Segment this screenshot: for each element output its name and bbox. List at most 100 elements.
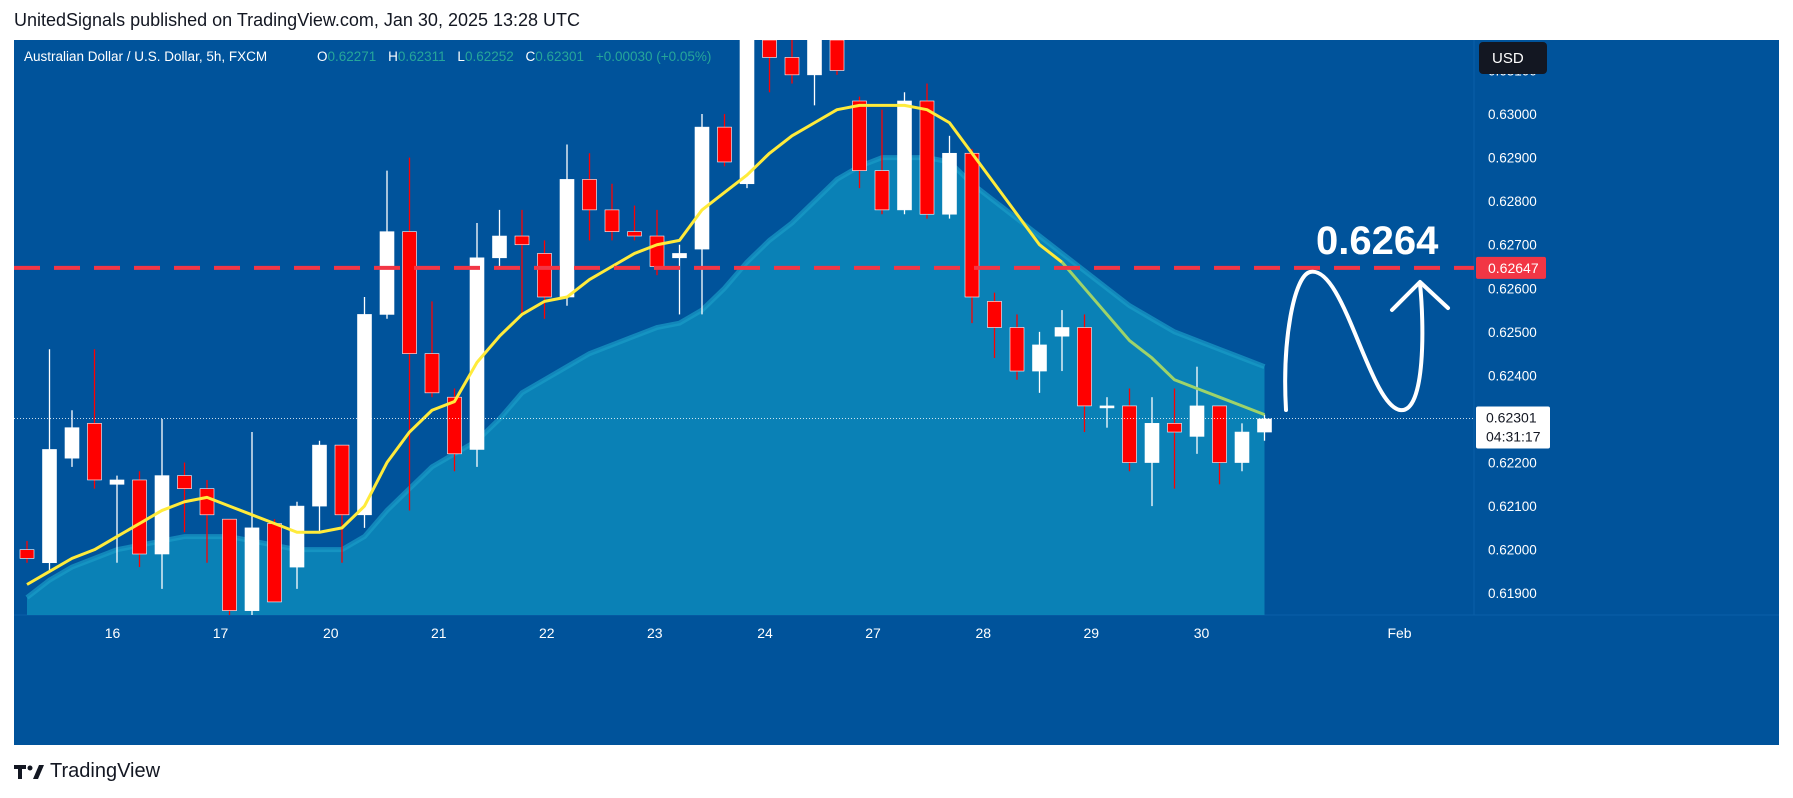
candle-body bbox=[987, 301, 1002, 328]
candle-body bbox=[424, 353, 440, 394]
candle-body bbox=[717, 126, 732, 163]
candle-body bbox=[1032, 344, 1047, 372]
footer-logo[interactable]: TradingView bbox=[14, 760, 160, 783]
candle-body bbox=[469, 257, 485, 450]
legend-symbol: Australian Dollar / U.S. Dollar, 5h, FXC… bbox=[24, 49, 267, 64]
svg-text:04:31:17: 04:31:17 bbox=[1486, 429, 1541, 445]
target-price-badge: 0.62647 bbox=[1476, 256, 1546, 279]
svg-text:USD: USD bbox=[1492, 50, 1524, 67]
candle-body bbox=[199, 488, 215, 516]
time-tick-label: 17 bbox=[213, 625, 229, 641]
svg-text:0.62647: 0.62647 bbox=[1488, 260, 1539, 276]
candle-body bbox=[627, 231, 642, 237]
ema-line-late bbox=[1060, 261, 1266, 417]
candle-body bbox=[1099, 405, 1115, 409]
candle-body bbox=[964, 152, 980, 298]
candle-body bbox=[379, 231, 395, 315]
candle-body bbox=[1077, 327, 1092, 407]
price-axis[interactable]: 0.61900 0.62000 0.62100 0.62200 0.62400 0.625… bbox=[1488, 63, 1537, 601]
candle-body bbox=[42, 449, 57, 564]
candle-body bbox=[604, 209, 620, 232]
candle-body bbox=[1234, 431, 1250, 463]
candle-body bbox=[334, 444, 350, 516]
time-tick-label: 20 bbox=[323, 625, 339, 641]
candle-body bbox=[492, 235, 507, 259]
candle-body bbox=[942, 152, 957, 215]
candle-body bbox=[289, 505, 305, 568]
candle-body bbox=[87, 423, 102, 481]
candle-body bbox=[357, 314, 372, 516]
price-tick-label: 0.62100 bbox=[1488, 499, 1537, 514]
candle-body bbox=[1054, 327, 1070, 337]
candle-body bbox=[64, 427, 80, 459]
price-tick-label: 0.62000 bbox=[1488, 543, 1537, 558]
candle-body bbox=[1212, 405, 1227, 463]
time-tick-label: 29 bbox=[1083, 625, 1099, 641]
ema-line bbox=[26, 103, 1063, 586]
candle-body bbox=[447, 396, 462, 455]
price-tick-label: 0.62900 bbox=[1488, 151, 1537, 166]
candle-body bbox=[244, 527, 260, 611]
price-tick-label: 0.62200 bbox=[1488, 456, 1537, 471]
candle-body bbox=[1009, 327, 1025, 372]
candle-body bbox=[694, 126, 710, 250]
candle-body bbox=[312, 444, 327, 507]
candle-body bbox=[874, 170, 890, 211]
candlestick-chart[interactable]: 0.61900 0.62000 0.62100 0.62200 0.62400 0.625… bbox=[14, 35, 1779, 745]
candle-body bbox=[897, 100, 912, 211]
forecast-wave-arrow bbox=[1283, 269, 1425, 412]
chart-panel[interactable]: 0.61900 0.62000 0.62100 0.62200 0.62400 0.625… bbox=[14, 35, 1779, 745]
time-tick-label: Feb bbox=[1387, 625, 1411, 641]
currency-button[interactable]: USD bbox=[1479, 42, 1547, 74]
time-axis[interactable]: 16 17 20 21 22 23 24 27 28 29 30 Feb bbox=[105, 625, 1412, 641]
candle-body bbox=[829, 39, 845, 71]
candle-body bbox=[1189, 405, 1205, 437]
candle-body bbox=[582, 179, 597, 211]
price-tick-label: 0.62500 bbox=[1488, 325, 1537, 340]
candle-body bbox=[19, 549, 35, 559]
candle-body bbox=[1122, 405, 1137, 463]
candle-body bbox=[784, 57, 800, 76]
area-fill bbox=[27, 157, 1265, 615]
time-tick-label: 30 bbox=[1194, 625, 1210, 641]
time-tick-label: 23 bbox=[647, 625, 663, 641]
candle-body bbox=[537, 253, 552, 298]
price-tick-label: 0.62400 bbox=[1488, 368, 1537, 383]
svg-text:0.62301: 0.62301 bbox=[1486, 410, 1537, 426]
legend-ohlc: O0.62271 H0.62311 L0.62252 C0.62301 +0.0… bbox=[317, 49, 711, 64]
time-axis-background bbox=[14, 615, 1779, 647]
candle-body bbox=[267, 523, 282, 603]
target-layer bbox=[14, 265, 1474, 420]
published-caption: UnitedSignals published on TradingView.c… bbox=[14, 10, 581, 30]
candle-body bbox=[807, 39, 822, 76]
candle-body bbox=[559, 179, 575, 298]
candle-body bbox=[132, 479, 147, 555]
candle-body bbox=[402, 231, 417, 354]
price-tick-label: 0.61900 bbox=[1488, 586, 1537, 601]
candle-body bbox=[177, 475, 192, 489]
candle-body bbox=[1257, 418, 1272, 433]
target-annotation-label: 0.6264 bbox=[1316, 219, 1439, 263]
time-tick-label: 27 bbox=[865, 625, 881, 641]
current-price-badge: 0.62301 04:31:17 bbox=[1476, 406, 1550, 449]
time-tick-label: 28 bbox=[975, 625, 991, 641]
candle-body bbox=[514, 235, 530, 246]
tradingview-logo-icon bbox=[14, 764, 44, 779]
footer-brand: TradingView bbox=[50, 760, 161, 782]
time-tick-label: 16 bbox=[105, 625, 121, 641]
time-tick-label: 21 bbox=[431, 625, 447, 641]
candle-body bbox=[1167, 423, 1182, 433]
candle-layer bbox=[19, 35, 1272, 615]
candle-body bbox=[649, 235, 665, 267]
forecast-arrow-head bbox=[1390, 280, 1450, 312]
time-tick-label: 24 bbox=[757, 625, 773, 641]
candle-body bbox=[919, 100, 935, 215]
candle-body bbox=[852, 100, 867, 171]
price-tick-label: 0.62800 bbox=[1488, 194, 1537, 209]
price-tick-label: 0.62600 bbox=[1488, 281, 1537, 296]
candle-body bbox=[739, 39, 755, 185]
candle-body bbox=[762, 39, 777, 58]
candle-body bbox=[109, 479, 125, 485]
candle-body bbox=[222, 518, 237, 611]
candle-body bbox=[1144, 423, 1160, 463]
